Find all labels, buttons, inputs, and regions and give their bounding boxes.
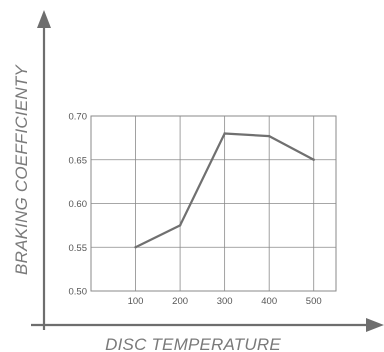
- y-arrow-icon: [37, 10, 51, 28]
- x-tick-label: 400: [261, 296, 277, 307]
- data-point: [312, 158, 315, 161]
- x-tick-label: 500: [306, 296, 322, 307]
- y-tick-label: 0.70: [69, 112, 88, 123]
- y-tick-label: 0.55: [69, 243, 88, 254]
- data-point: [134, 246, 137, 249]
- y-tick-label: 0.50: [69, 287, 88, 298]
- y-tick-label: 0.60: [69, 199, 88, 210]
- x-tick-label: 200: [172, 296, 188, 307]
- x-tick-label: 300: [217, 296, 233, 307]
- data-point: [223, 132, 226, 135]
- x-arrow-icon: [366, 318, 384, 332]
- y-axis-title: BRAKING COEFFICIENTY: [12, 64, 31, 275]
- x-axis-title: DISC TEMPERATURE: [105, 335, 281, 352]
- y-tick-label: 0.65: [69, 155, 88, 166]
- x-tick-label: 100: [128, 296, 144, 307]
- outer-axes: [31, 10, 384, 332]
- data-point: [267, 134, 271, 138]
- data-point: [178, 224, 182, 227]
- plot-area: 0.50 0.55 0.60 0.65 0.70 100 200 300 400 500: [69, 112, 337, 307]
